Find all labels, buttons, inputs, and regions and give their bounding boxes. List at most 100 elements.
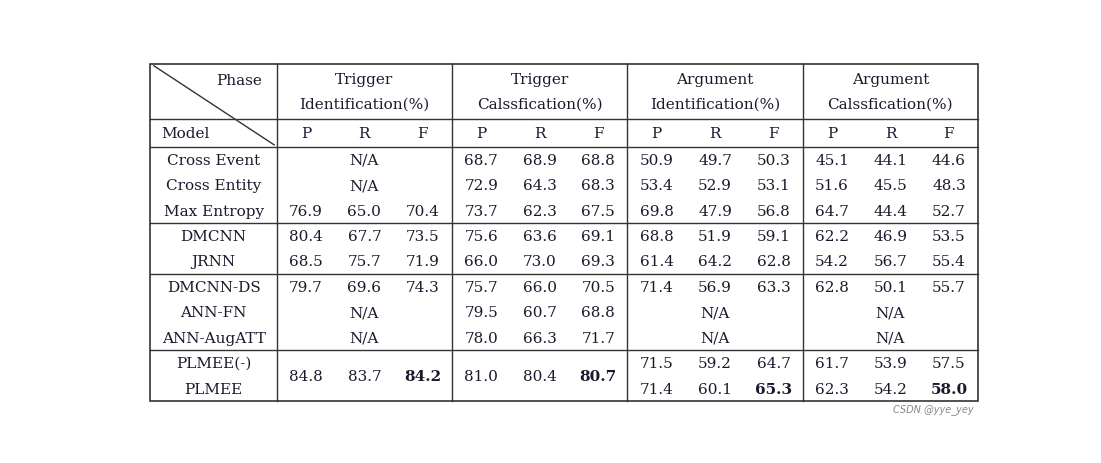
- Text: 53.9: 53.9: [873, 357, 907, 370]
- Text: P: P: [301, 127, 312, 141]
- Text: 63.3: 63.3: [756, 280, 791, 294]
- Text: N/A: N/A: [700, 331, 730, 345]
- Text: 62.3: 62.3: [523, 204, 557, 218]
- Text: Calssfication(%): Calssfication(%): [477, 98, 602, 112]
- Text: 62.8: 62.8: [815, 280, 849, 294]
- Text: 75.7: 75.7: [348, 255, 381, 269]
- Text: 64.2: 64.2: [698, 255, 732, 269]
- Text: 79.7: 79.7: [290, 280, 323, 294]
- Text: 71.7: 71.7: [581, 331, 615, 345]
- Text: PLMEE: PLMEE: [185, 382, 242, 396]
- Text: 47.9: 47.9: [698, 204, 732, 218]
- Text: Identification(%): Identification(%): [299, 98, 429, 112]
- Text: N/A: N/A: [875, 306, 905, 319]
- Text: 56.7: 56.7: [873, 255, 907, 269]
- Text: ANN-FN: ANN-FN: [181, 306, 247, 319]
- Text: 68.9: 68.9: [523, 153, 557, 167]
- Text: 65.3: 65.3: [755, 382, 792, 396]
- Text: 80.4: 80.4: [288, 230, 323, 244]
- Text: 78.0: 78.0: [465, 331, 498, 345]
- Text: DMCNN-DS: DMCNN-DS: [166, 280, 261, 294]
- Text: 50.9: 50.9: [640, 153, 674, 167]
- Text: 75.7: 75.7: [465, 280, 498, 294]
- Text: 55.7: 55.7: [933, 280, 966, 294]
- Text: Cross Entity: Cross Entity: [166, 179, 261, 193]
- Text: 81.0: 81.0: [465, 369, 499, 383]
- Text: 50.3: 50.3: [756, 153, 791, 167]
- Text: P: P: [476, 127, 487, 141]
- Text: 68.8: 68.8: [581, 153, 615, 167]
- Text: 56.9: 56.9: [698, 280, 732, 294]
- Text: 45.1: 45.1: [815, 153, 849, 167]
- Text: N/A: N/A: [350, 331, 379, 345]
- Text: 50.1: 50.1: [873, 280, 907, 294]
- Text: 62.8: 62.8: [756, 255, 791, 269]
- Text: 79.5: 79.5: [465, 306, 498, 319]
- Text: 68.8: 68.8: [640, 230, 674, 244]
- Text: 61.7: 61.7: [815, 357, 849, 370]
- Text: 71.4: 71.4: [640, 280, 674, 294]
- Text: CSDN @yye_yey: CSDN @yye_yey: [893, 403, 973, 414]
- Text: 66.3: 66.3: [523, 331, 557, 345]
- Text: Argument: Argument: [852, 73, 929, 87]
- Text: 69.6: 69.6: [348, 280, 381, 294]
- Text: 67.7: 67.7: [348, 230, 381, 244]
- Text: Trigger: Trigger: [336, 73, 393, 87]
- Text: 66.0: 66.0: [465, 255, 499, 269]
- Text: 71.9: 71.9: [406, 255, 439, 269]
- Text: N/A: N/A: [875, 331, 905, 345]
- Text: 75.6: 75.6: [465, 230, 498, 244]
- Text: 84.2: 84.2: [404, 369, 442, 383]
- Text: 53.1: 53.1: [756, 179, 791, 193]
- Text: Max Entropy: Max Entropy: [164, 204, 263, 218]
- Text: 67.5: 67.5: [581, 204, 615, 218]
- Text: N/A: N/A: [700, 306, 730, 319]
- Text: 68.5: 68.5: [290, 255, 323, 269]
- Text: 64.7: 64.7: [756, 357, 791, 370]
- Text: 54.2: 54.2: [873, 382, 907, 396]
- Text: F: F: [768, 127, 778, 141]
- Text: 72.9: 72.9: [465, 179, 499, 193]
- Text: N/A: N/A: [350, 179, 379, 193]
- Text: 80.4: 80.4: [523, 369, 557, 383]
- Text: 53.4: 53.4: [640, 179, 674, 193]
- Text: 76.9: 76.9: [288, 204, 323, 218]
- Text: 44.4: 44.4: [873, 204, 907, 218]
- Text: 70.5: 70.5: [581, 280, 615, 294]
- Text: 66.0: 66.0: [523, 280, 557, 294]
- Text: 61.4: 61.4: [640, 255, 674, 269]
- Text: DMCNN: DMCNN: [181, 230, 247, 244]
- Text: R: R: [709, 127, 721, 141]
- Text: 44.6: 44.6: [931, 153, 966, 167]
- Text: 73.7: 73.7: [465, 204, 498, 218]
- Text: Identification(%): Identification(%): [650, 98, 781, 112]
- Text: 73.5: 73.5: [406, 230, 439, 244]
- Text: 84.8: 84.8: [290, 369, 323, 383]
- Text: F: F: [417, 127, 428, 141]
- Text: 62.3: 62.3: [815, 382, 849, 396]
- Text: 69.1: 69.1: [581, 230, 615, 244]
- Text: 71.5: 71.5: [640, 357, 674, 370]
- Text: 57.5: 57.5: [933, 357, 966, 370]
- Text: ANN-AugATT: ANN-AugATT: [162, 331, 265, 345]
- Text: 44.1: 44.1: [873, 153, 907, 167]
- Text: Phase: Phase: [216, 74, 262, 88]
- Text: Calssfication(%): Calssfication(%): [828, 98, 953, 112]
- Text: 52.9: 52.9: [698, 179, 732, 193]
- Text: 53.5: 53.5: [933, 230, 966, 244]
- Text: 68.3: 68.3: [581, 179, 615, 193]
- Text: 56.8: 56.8: [756, 204, 791, 218]
- Text: Argument: Argument: [676, 73, 754, 87]
- Text: 68.7: 68.7: [465, 153, 498, 167]
- Text: F: F: [593, 127, 603, 141]
- Text: Model: Model: [162, 127, 210, 141]
- Text: 49.7: 49.7: [698, 153, 732, 167]
- Text: P: P: [652, 127, 662, 141]
- Text: 46.9: 46.9: [873, 230, 907, 244]
- Text: 59.1: 59.1: [756, 230, 791, 244]
- Text: 69.3: 69.3: [581, 255, 615, 269]
- Text: R: R: [534, 127, 545, 141]
- Text: Cross Event: Cross Event: [167, 153, 260, 167]
- Text: N/A: N/A: [350, 153, 379, 167]
- Text: Trigger: Trigger: [511, 73, 569, 87]
